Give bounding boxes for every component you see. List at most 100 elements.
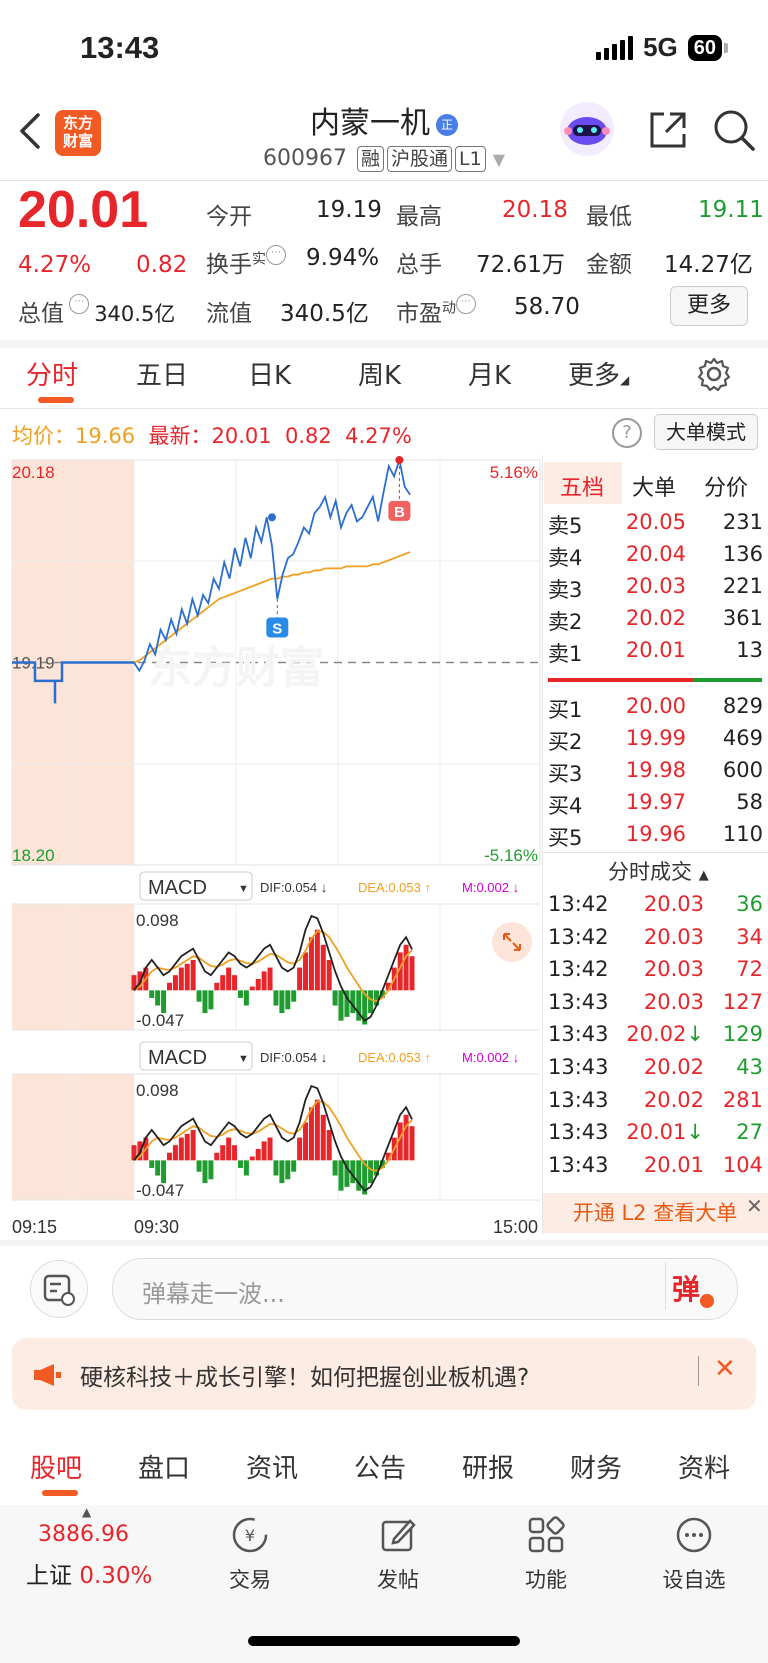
nav-add-watchlist[interactable]: 设自选 <box>644 1515 744 1594</box>
pe-value: 58.70 <box>514 294 580 320</box>
macd-bar <box>338 990 344 1021</box>
macd-bar <box>297 1137 303 1161</box>
macd-bar <box>409 1126 415 1161</box>
macd-bar <box>374 1160 380 1176</box>
tab-news[interactable]: 资讯 <box>246 1454 299 1484</box>
macd-bar <box>403 1114 409 1161</box>
macd-bar <box>397 1122 403 1161</box>
pct-max-label: 5.16% <box>490 463 538 482</box>
trade-row: 13:43 20.02 43 <box>548 1055 763 1079</box>
macd-bar <box>161 990 167 1014</box>
promo-banner[interactable] <box>12 1338 756 1410</box>
trades-title[interactable]: 分时成交 ▲ <box>608 860 709 884</box>
tab-announcements[interactable]: 公告 <box>354 1454 407 1484</box>
bid-row: 买5 19.96 110 <box>548 822 763 850</box>
promo-close-icon[interactable]: ✕ <box>714 1354 736 1384</box>
big-order-mode-button[interactable]: 大单模式 <box>654 414 758 450</box>
high-value: 20.18 <box>502 197 568 223</box>
tab-research[interactable]: 研报 <box>462 1454 515 1484</box>
macd-bar <box>291 1160 297 1172</box>
macd-bar <box>226 967 232 991</box>
latest-change: 0.82 <box>284 424 332 448</box>
tab-intraday[interactable]: 分时 <box>26 361 79 391</box>
danmu-send-button[interactable]: 弹 <box>672 1268 715 1308</box>
robot-avatar-icon[interactable] <box>558 100 616 158</box>
macd-bar <box>285 990 291 1010</box>
tab-financials[interactable]: 财务 <box>570 1454 623 1484</box>
dropdown-caret-icon[interactable]: ▼ <box>492 150 505 169</box>
sell-marker <box>266 617 289 638</box>
search-icon[interactable] <box>712 108 756 152</box>
low-label: 最低 <box>586 204 632 230</box>
tab-daily-k[interactable]: 日K <box>248 361 292 391</box>
battery-level: 60 <box>687 34 722 61</box>
settings-gear-icon[interactable] <box>696 356 732 392</box>
share-icon[interactable] <box>648 110 688 150</box>
tab-pankou[interactable]: 盘口 <box>138 1454 191 1484</box>
float-label: 流值 <box>206 301 252 327</box>
avg-price-line <box>133 551 411 664</box>
orderbook-tab-big[interactable]: 大单 <box>632 476 677 501</box>
nav-functions[interactable]: 功能 <box>496 1515 596 1594</box>
network-type: 5G <box>643 32 678 62</box>
open-value: 19.19 <box>316 197 382 223</box>
trade-row: 13:43 20.02↓ 129 <box>548 1022 763 1047</box>
macd-bar <box>237 990 243 998</box>
amount-label: 金额 <box>586 252 632 278</box>
index-value[interactable]: 3886.96 <box>38 1522 129 1547</box>
orderbook-tab-price[interactable]: 分价 <box>704 476 749 501</box>
macd-bar <box>155 1160 161 1176</box>
macd-bar <box>178 1137 184 1161</box>
macd-bar <box>208 1160 214 1180</box>
close-icon[interactable]: ✕ <box>746 1194 763 1218</box>
macd-selector <box>139 871 253 901</box>
bottom-tab-indicator <box>42 1490 78 1496</box>
trade-row: 13:43 20.03 127 <box>548 989 763 1014</box>
macd-bar <box>267 967 273 991</box>
orderbook-tab-five[interactable]: 五档 <box>560 476 605 501</box>
macd-bar <box>332 990 338 1006</box>
tab-monthly-k[interactable]: 月K <box>468 361 512 391</box>
tab-more[interactable]: 更多◢ <box>568 361 630 391</box>
macd-bar <box>314 1099 320 1161</box>
more-quote-button[interactable]: 更多 <box>670 286 748 326</box>
nav-trade[interactable]: ¥ 交易 <box>200 1515 300 1594</box>
danmu-input[interactable] <box>112 1258 738 1320</box>
index-row[interactable]: 上证 0.30% <box>26 1563 153 1589</box>
macd-bar <box>243 990 249 1006</box>
macd-dif-line <box>133 1084 413 1192</box>
chart-info-line: 均价：19.66 最新：20.01 0.82 4.27% <box>12 424 412 448</box>
macd-dea-line <box>133 930 413 1002</box>
macd-bar <box>362 990 368 1025</box>
pe-label: 市盈动 ⋯ <box>396 294 476 328</box>
ask-row: 卖2 20.02 361 <box>548 606 763 634</box>
l2-upgrade-banner[interactable]: 开通 L2 查看大单 <box>542 1193 768 1233</box>
danmu-settings-icon[interactable] <box>30 1260 88 1318</box>
trade-row: 13:42 20.03 36 <box>548 892 763 916</box>
info-dots-icon: ⋯ <box>266 245 286 265</box>
open-label: 今开 <box>206 204 252 230</box>
macd-dea: DEA:0.053 ↑ <box>358 880 431 895</box>
help-icon[interactable]: ? <box>612 418 642 448</box>
turnover-value: 9.94% <box>306 245 380 271</box>
latest-price: 20.01 <box>211 424 272 448</box>
tab-guba[interactable]: 股吧 <box>30 1454 83 1484</box>
x-label-open: 09:30 <box>134 1217 179 1235</box>
macd-bar <box>255 1148 261 1161</box>
change-percent: 4.27% <box>18 252 92 278</box>
tab-weekly-k[interactable]: 周K <box>358 361 402 391</box>
macd-dea: DEA:0.053 ↑ <box>358 1050 431 1065</box>
macd-bar <box>332 1160 338 1176</box>
bid-row: 买2 19.99 469 <box>548 726 763 754</box>
grid-icon <box>528 1516 565 1553</box>
stock-code-line[interactable]: 600967 融沪股通 L1 ▼ <box>0 146 768 172</box>
macd-bar <box>344 1160 350 1187</box>
macd-bar <box>397 952 403 991</box>
tab-five-day[interactable]: 五日 <box>136 361 189 391</box>
volume-label: 总手 <box>396 252 442 278</box>
nav-post[interactable]: 发帖 <box>348 1515 448 1594</box>
back-icon[interactable] <box>18 112 42 150</box>
macd-title: MACD <box>148 1047 207 1069</box>
tab-profile[interactable]: 资料 <box>678 1454 731 1484</box>
